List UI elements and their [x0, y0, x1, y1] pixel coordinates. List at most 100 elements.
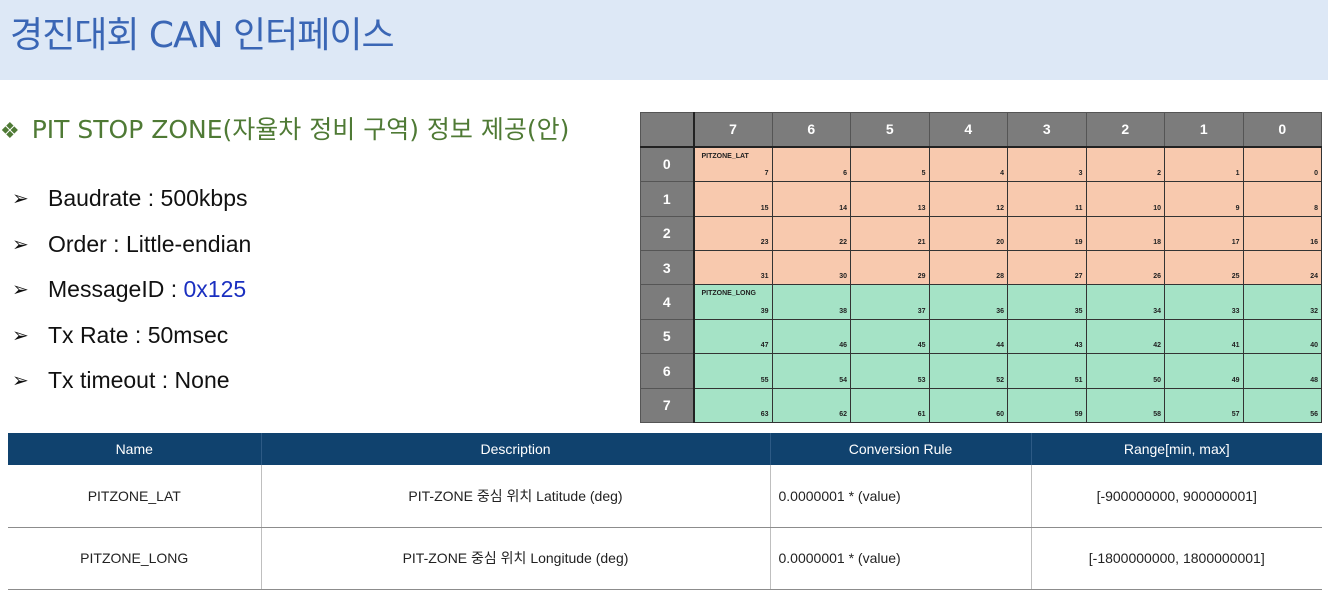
bit-cell: PITZONE_LAT 7	[693, 145, 773, 183]
bit-number: 10	[1153, 204, 1161, 212]
signal-start-label: PITZONE_LAT	[701, 152, 749, 160]
page-title: 경진대회 CAN 인터페이스	[10, 15, 395, 56]
byte-index: 1	[640, 181, 695, 217]
bit-number: 37	[917, 307, 926, 315]
bit-number: 52	[996, 376, 1004, 384]
bit-cell: 32	[1242, 284, 1322, 320]
bit-number: 6	[843, 170, 847, 178]
table-row: PITZONE_LAT PIT-ZONE 중심 위치 Latitude (deg…	[8, 465, 1322, 528]
bit-cell: 18	[1085, 215, 1165, 252]
bit-number: 39	[760, 307, 769, 315]
spec-label: Baudrate	[48, 185, 142, 212]
bit-number: 35	[1074, 307, 1083, 315]
spec-value: None	[174, 367, 230, 394]
spec-value: 50msec	[147, 321, 229, 348]
bit-cell: 61	[850, 387, 930, 424]
bit-cell: 16	[1242, 215, 1322, 252]
bit-cell: 58	[1085, 387, 1165, 424]
bit-cell: 27	[1007, 250, 1087, 286]
bit-row: 0 PITZONE_LAT 7 6 5 4 3 2 1 0	[640, 145, 1322, 183]
bit-number: 48	[1310, 376, 1318, 384]
bit-row: 6 55 54 53 52 51 50 49 48	[640, 353, 1322, 389]
bit-number: 57	[1231, 411, 1240, 418]
bit-column-header: 1	[1164, 112, 1244, 148]
signal-description: PIT-ZONE 중심 위치 Longitude (deg)	[261, 527, 771, 590]
bit-number: 15	[760, 204, 769, 212]
signal-table-header: Name Description Conversion Rule Range[m…	[8, 433, 1322, 465]
bit-cell: 57	[1164, 387, 1244, 424]
bit-number: 38	[839, 307, 847, 315]
bit-number: 49	[1231, 376, 1240, 384]
bit-corner-cell	[640, 112, 695, 148]
bit-cell: 26	[1085, 250, 1165, 286]
bit-number: 25	[1231, 273, 1240, 281]
diamond-bullet-icon: ❖	[0, 119, 20, 144]
title-banner: 경진대회 CAN 인터페이스	[0, 0, 1328, 80]
bit-number: 36	[996, 307, 1004, 315]
spec-list: ➢ Baudrate : 500kbps ➢ Order : Little-endi…	[12, 176, 251, 404]
bit-number: 40	[1310, 342, 1318, 350]
bit-cell: 40	[1242, 318, 1322, 355]
bit-cell: 25	[1164, 250, 1244, 286]
spec-label: Order	[48, 230, 107, 257]
bit-number: 18	[1153, 239, 1161, 247]
byte-index: 5	[640, 318, 695, 355]
bit-row: 7 63 62 61 60 59 58 57 56	[640, 387, 1322, 424]
bit-number: 13	[917, 204, 926, 212]
bit-number: 7	[764, 170, 769, 178]
bit-cell: 10	[1085, 181, 1165, 217]
bit-cell: 42	[1085, 318, 1165, 355]
bit-row: 5 47 46 45 44 43 42 41 40	[640, 318, 1322, 355]
bit-cell: 34	[1085, 284, 1165, 320]
bit-number: 41	[1231, 342, 1240, 350]
bit-number: 43	[1074, 342, 1083, 350]
bit-number: 58	[1153, 411, 1161, 418]
bit-cell: 46	[771, 318, 851, 355]
bit-number: 42	[1153, 342, 1161, 350]
bit-number: 16	[1310, 239, 1318, 247]
bit-row: 4 PITZONE_LONG 39 38 37 36 35 34 33 32	[640, 284, 1322, 320]
signal-name: PITZONE_LONG	[8, 527, 262, 590]
bit-cell: 19	[1007, 215, 1087, 252]
bit-cell: 4	[928, 145, 1008, 183]
bit-number: 4	[1000, 170, 1004, 178]
spec-item: ➢ Tx Rate : 50msec	[12, 321, 229, 348]
bit-cell: 29	[850, 250, 930, 286]
bit-number: 31	[760, 273, 769, 281]
bit-cell: 21	[850, 215, 930, 252]
bit-cell: 22	[771, 215, 851, 252]
bit-column-header: 0	[1242, 112, 1322, 148]
bit-number: 55	[760, 376, 769, 384]
bit-number: 44	[996, 342, 1004, 350]
bit-column-header: 7	[693, 112, 773, 148]
bit-cell: 36	[928, 284, 1008, 320]
arrow-bullet-icon: ➢	[12, 233, 29, 256]
bit-cell: 62	[771, 387, 851, 424]
bit-number: 28	[996, 273, 1004, 281]
bit-number: 5	[921, 170, 926, 178]
bit-cell: 59	[1007, 387, 1087, 424]
bit-cell: 33	[1164, 284, 1244, 320]
bit-number: 56	[1310, 411, 1318, 418]
bit-cell: 31	[693, 250, 773, 286]
bit-number: 45	[917, 342, 926, 350]
bit-cell: 13	[850, 181, 930, 217]
bit-column-header: 4	[928, 112, 1008, 148]
section-heading-label: PIT STOP ZONE(자율차 정비 구역) 정보 제공(안)	[31, 115, 570, 144]
bit-cell: PITZONE_LONG 39	[693, 284, 773, 320]
bit-number: 33	[1231, 307, 1240, 315]
bit-number: 60	[996, 411, 1004, 418]
bit-number: 47	[760, 342, 769, 350]
bit-row: 1 15 14 13 12 11 10 9 8	[640, 181, 1322, 217]
bit-cell: 38	[771, 284, 851, 320]
bit-cell: 53	[850, 353, 930, 389]
bit-cell: 23	[693, 215, 773, 252]
signal-name: PITZONE_LAT	[8, 465, 262, 528]
column-header-range: Range[min, max]	[1031, 433, 1322, 465]
byte-index: 2	[640, 215, 695, 252]
arrow-bullet-icon: ➢	[12, 188, 29, 211]
spec-value: 500kbps	[160, 185, 248, 212]
byte-index: 7	[640, 387, 695, 424]
bit-cell: 51	[1007, 353, 1087, 389]
